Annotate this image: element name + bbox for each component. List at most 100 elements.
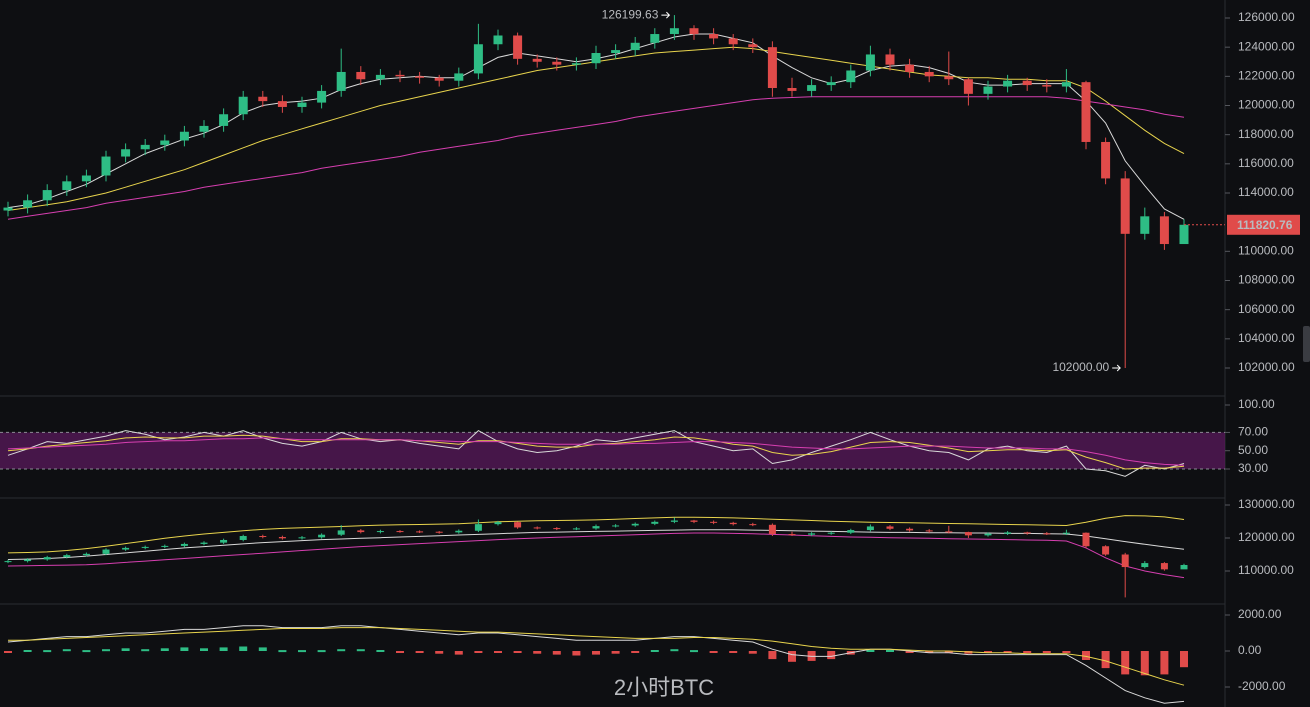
candle-body xyxy=(43,557,51,560)
candle-body xyxy=(434,77,444,81)
price-annotation: 126199.63 xyxy=(602,7,659,21)
macd-bar xyxy=(729,651,738,653)
candle-body xyxy=(318,534,326,538)
candle-body xyxy=(1140,216,1150,234)
y-tick-label: -2000.00 xyxy=(1238,679,1286,693)
macd-bar xyxy=(396,651,404,653)
candle-body xyxy=(787,88,797,91)
candle-body xyxy=(728,38,738,45)
candle-body xyxy=(767,47,777,88)
candle-body xyxy=(473,44,483,74)
macd-bar xyxy=(317,650,326,653)
macd-bar xyxy=(690,650,698,653)
y-tick-label: 0.00 xyxy=(1238,643,1262,657)
candle-body xyxy=(533,527,541,529)
candle-body xyxy=(983,86,993,94)
macd-bar xyxy=(102,649,110,652)
macd-bar xyxy=(827,651,836,660)
candle-body xyxy=(729,522,737,525)
y-tick-label: 114000.00 xyxy=(1238,185,1294,199)
candle-body xyxy=(571,63,581,65)
macd-bar xyxy=(572,651,581,656)
candle-body xyxy=(1023,532,1031,534)
candle-body xyxy=(592,526,600,529)
macd-bar xyxy=(984,651,992,653)
candle-body xyxy=(219,114,229,126)
y-tick-label: 100.00 xyxy=(1238,397,1275,411)
macd-bar xyxy=(513,651,522,653)
candle-body xyxy=(3,207,13,211)
candle-body xyxy=(788,534,796,536)
y-tick-label: 120000.00 xyxy=(1238,530,1295,544)
candle-body xyxy=(710,521,718,523)
macd-bar xyxy=(886,650,894,652)
candle-body xyxy=(121,149,131,157)
candle-body xyxy=(669,28,679,35)
candle-body xyxy=(924,71,934,77)
candle-body xyxy=(238,96,248,115)
candle-body xyxy=(945,531,953,533)
indicator-line xyxy=(8,627,1185,686)
candle-body xyxy=(220,539,228,543)
macd-bar xyxy=(180,647,189,651)
candle-body xyxy=(140,144,150,150)
macd-bar xyxy=(1180,651,1188,668)
candle-body xyxy=(886,526,894,529)
y-tick-label: 30.00 xyxy=(1238,461,1268,475)
candle-body xyxy=(513,35,523,59)
candle-body xyxy=(356,71,366,80)
y-tick-label: 50.00 xyxy=(1238,443,1268,457)
macd-bar xyxy=(925,651,934,653)
candle-body xyxy=(964,532,972,536)
candle-body xyxy=(24,559,32,562)
candle-body xyxy=(1101,141,1111,179)
scroll-handle[interactable] xyxy=(1303,326,1310,362)
candle-body xyxy=(1159,216,1169,245)
candle-body xyxy=(278,537,286,539)
macd-bar xyxy=(121,648,130,651)
macd-bar xyxy=(23,650,32,652)
y-tick-label: 130000.00 xyxy=(1238,497,1295,511)
candle-body xyxy=(1081,82,1091,142)
y-tick-label: 108000.00 xyxy=(1238,273,1295,287)
candle-body xyxy=(689,28,699,35)
macd-bar xyxy=(1062,651,1071,653)
candle-body xyxy=(906,528,914,531)
candle-body xyxy=(553,528,561,530)
candle-body xyxy=(1121,554,1129,568)
macd-bar xyxy=(82,650,91,653)
macd-bar xyxy=(1121,651,1130,675)
macd-bar xyxy=(62,649,71,652)
candle-body xyxy=(259,536,267,538)
candle-body xyxy=(885,54,895,65)
candle-body xyxy=(23,200,33,208)
macd-bar xyxy=(611,651,620,654)
candle-body xyxy=(375,74,385,80)
candle-body xyxy=(847,530,855,533)
candle-body xyxy=(827,532,835,534)
rsi-band xyxy=(0,432,1225,469)
candle-body xyxy=(357,530,365,533)
candle-body xyxy=(514,522,522,528)
candle-body xyxy=(298,537,306,539)
candle-body xyxy=(122,547,130,550)
candle-body xyxy=(63,555,71,558)
candle-body xyxy=(826,82,836,86)
candle-body xyxy=(1102,546,1110,555)
macd-bar xyxy=(533,651,542,654)
candle-body xyxy=(180,543,188,546)
candle-body xyxy=(62,181,72,191)
macd-bar xyxy=(219,647,228,651)
macd-bar xyxy=(592,651,600,655)
candle-body xyxy=(297,102,307,107)
candle-body xyxy=(493,35,503,45)
candle-body xyxy=(984,533,992,536)
candle-body xyxy=(866,526,874,531)
candle-body xyxy=(82,553,90,556)
candle-body xyxy=(42,190,52,201)
candle-body xyxy=(808,533,816,535)
last-price-label: 111820.76 xyxy=(1237,218,1293,232)
candle-body xyxy=(101,156,111,176)
